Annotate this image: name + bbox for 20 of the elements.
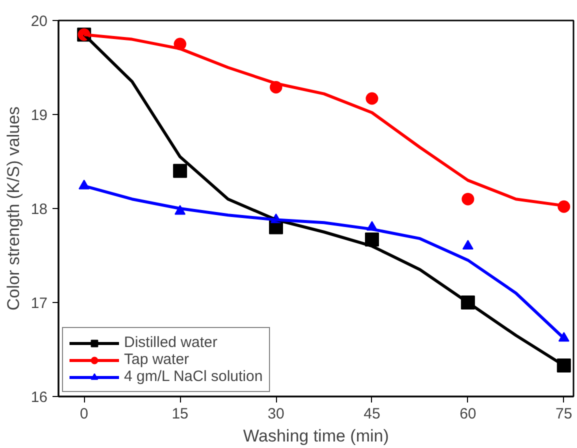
legend-label: Tap water: [124, 351, 190, 368]
y-tick-label: 20: [30, 13, 48, 30]
x-tick-label: 0: [80, 406, 88, 422]
point: [462, 240, 474, 250]
x-tick-label: 30: [268, 406, 284, 422]
x-axis-title: Washing time (min): [243, 426, 389, 446]
point: [366, 92, 378, 105]
y-tick-label: 16: [30, 389, 48, 406]
y-tick-label: 18: [30, 201, 48, 218]
y-tick-label: 17: [30, 295, 48, 312]
x-tick-label: 75: [556, 406, 572, 422]
x-tick-label: 15: [172, 406, 188, 422]
point: [462, 192, 474, 206]
y-tick-label: 19: [30, 107, 48, 124]
x-tick-label: 45: [364, 406, 380, 422]
legend-label: Distilled water: [124, 334, 218, 351]
point: [173, 164, 188, 178]
legend-label: 4 gm/L NaCl solution: [124, 368, 263, 385]
y-axis-title: Color strength (K/S) values: [4, 106, 23, 311]
x-tick-label: 60: [460, 406, 476, 422]
